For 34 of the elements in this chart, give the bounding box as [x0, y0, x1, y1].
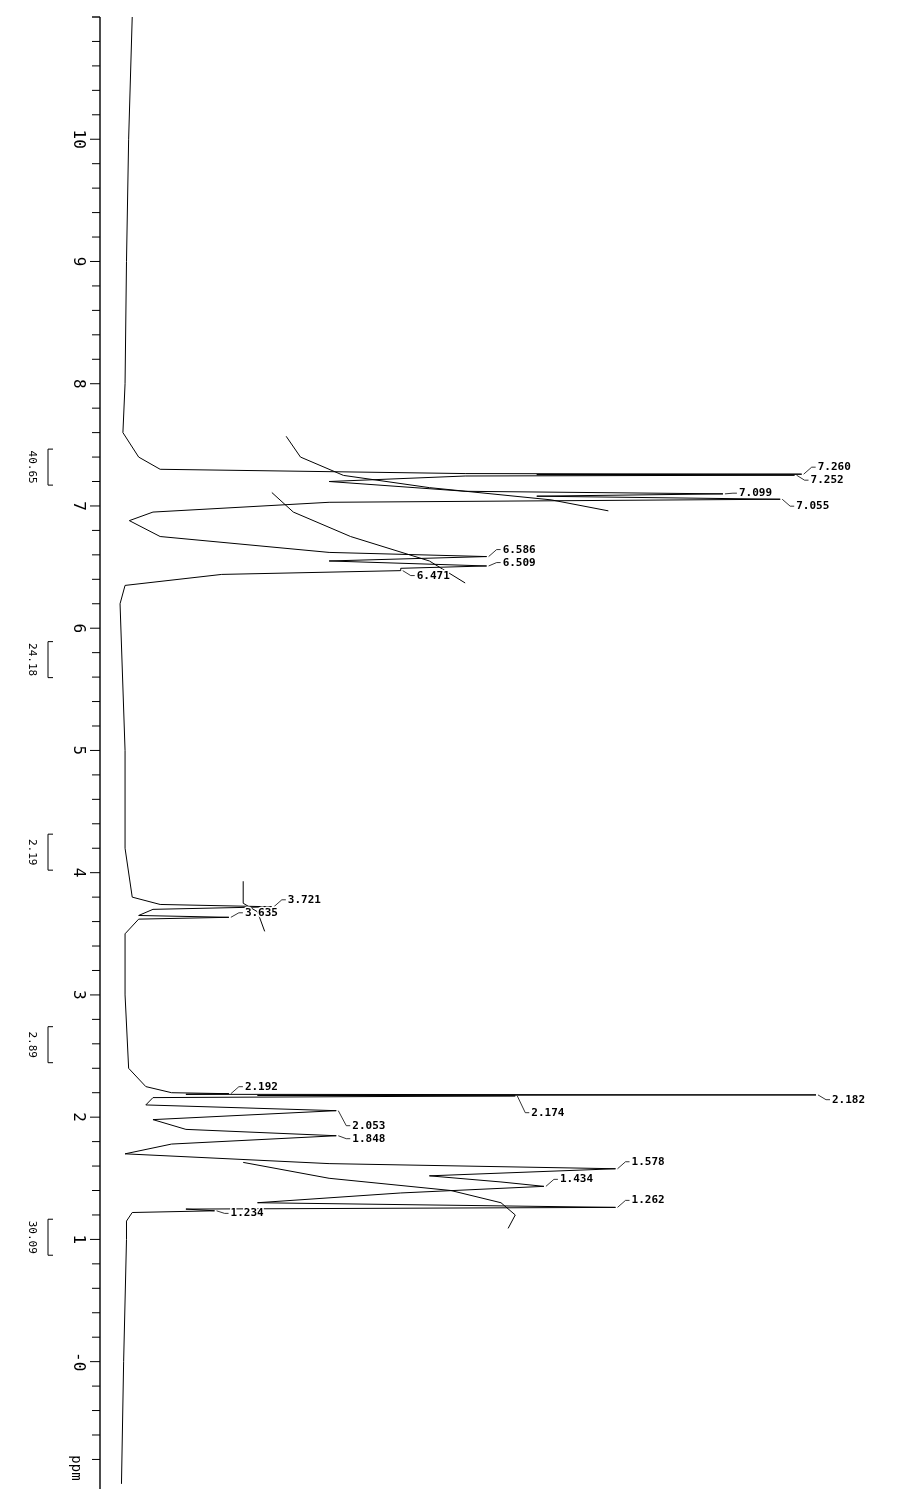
annotation: 3.721 [287, 892, 322, 906]
annotation: 6.509 [502, 555, 536, 569]
annotation: 2.182 [832, 1092, 866, 1106]
annotation: 2.192 [244, 1079, 279, 1093]
y-tick-label: 4 [69, 867, 89, 878]
y-tick-label: 5 [69, 745, 89, 756]
text: 2.19 [26, 838, 39, 866]
y-tick-label: 3 [69, 990, 89, 1000]
y-tick-label: 8 [69, 378, 89, 389]
y-tick-label: 6 [69, 623, 89, 634]
text: 40.65 [26, 450, 39, 484]
annotation: 7.099 [738, 486, 773, 500]
text: 24.18 [26, 643, 39, 677]
y-tick-label: 10 [69, 129, 89, 149]
annotation: 1.848 [352, 1131, 386, 1145]
y-tick-label: 1 [69, 1234, 89, 1245]
y-tick-label: 7 [69, 501, 89, 511]
y-tick-label: 9 [69, 256, 89, 267]
annotation: 1.234 [230, 1206, 265, 1220]
annotation: 1.434 [559, 1172, 594, 1186]
annotation: 7.252 [810, 473, 844, 487]
annotation: 6.471 [416, 568, 451, 582]
annotation: 2.053 [352, 1118, 386, 1132]
annotation: 2.174 [531, 1105, 565, 1119]
annotation: 6.586 [502, 542, 537, 556]
text: 2.89 [26, 1031, 39, 1058]
annotation: 1.262 [631, 1193, 665, 1207]
annotation: 7.055 [796, 499, 830, 513]
annotation: 1.578 [631, 1154, 665, 1168]
y-tick-label: -0 [69, 1352, 89, 1372]
y-tick-label: 2 [69, 1112, 89, 1122]
y-axis-title: ppm [69, 1455, 85, 1481]
text: 30.09 [26, 1220, 39, 1254]
annotation: 7.260 [817, 460, 851, 474]
